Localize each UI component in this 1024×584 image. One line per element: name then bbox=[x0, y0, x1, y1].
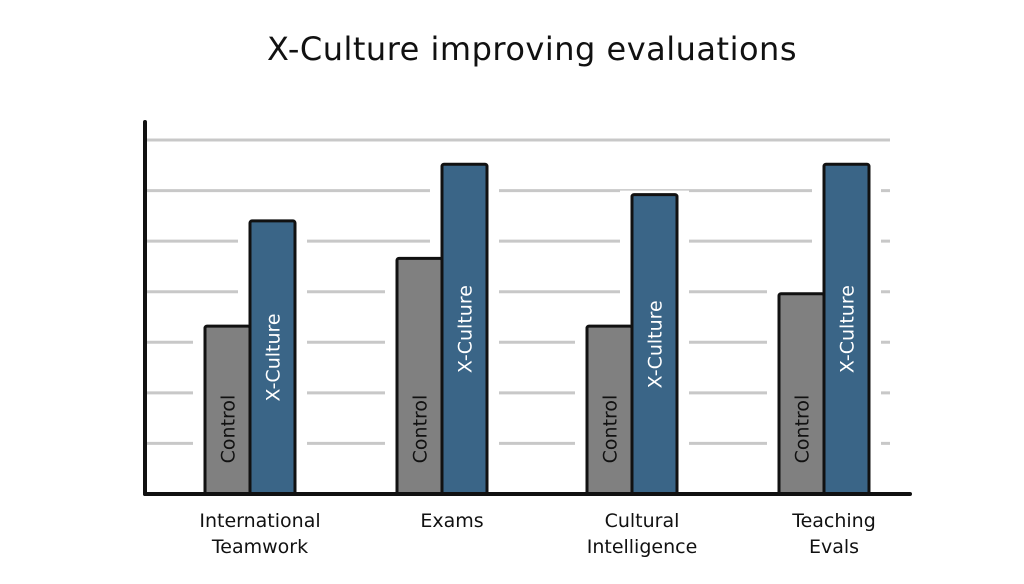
axes bbox=[143, 120, 912, 496]
bar-label-control: Control bbox=[792, 395, 814, 464]
bar-label-x-culture: X-Culture bbox=[645, 300, 667, 388]
bars: Control X-Culture Control X-Culture Control X… bbox=[193, 160, 881, 496]
category-labels: International Teamwork Exams Cultural Intell… bbox=[199, 510, 875, 558]
category-label: Cultural Intelligence bbox=[587, 510, 698, 558]
bar-label-control: Control bbox=[600, 395, 622, 464]
category-label: International Teamwork bbox=[199, 510, 320, 558]
chart-title: X-Culture improving evaluations bbox=[266, 30, 797, 68]
bar-label-x-culture: X-Culture bbox=[263, 313, 285, 401]
category-label: Exams bbox=[420, 510, 483, 532]
bar-label-control: Control bbox=[410, 395, 432, 464]
bar-label-x-culture: X-Culture bbox=[837, 285, 859, 373]
bar-label-control: Control bbox=[218, 395, 240, 464]
category-label: Teaching Evals bbox=[791, 510, 876, 558]
bar-label-x-culture: X-Culture bbox=[455, 285, 477, 373]
